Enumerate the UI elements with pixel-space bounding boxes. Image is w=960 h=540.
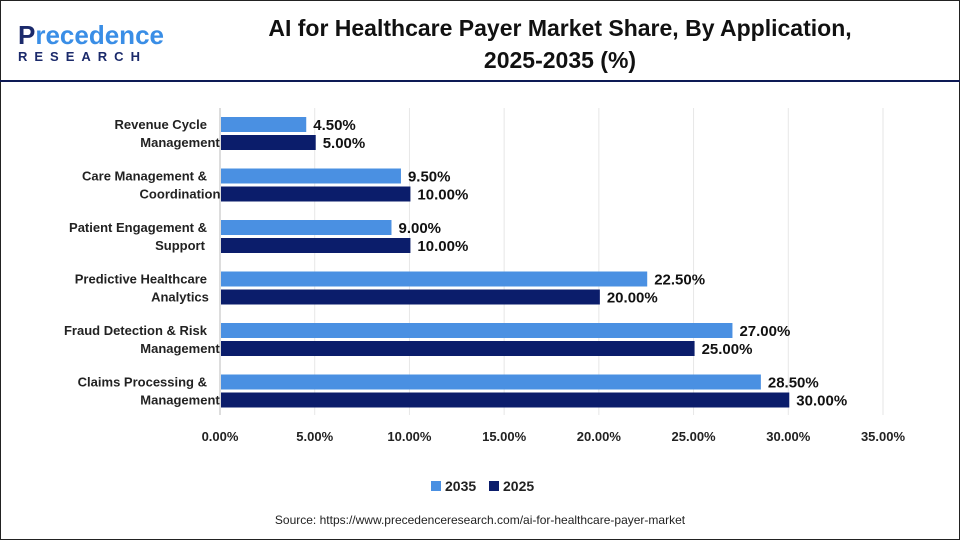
legend-label: 2035 bbox=[445, 478, 476, 494]
category-label: Management bbox=[140, 341, 220, 356]
data-label: 25.00% bbox=[702, 341, 753, 358]
category-label: Fraud Detection & Risk bbox=[64, 323, 208, 338]
category-label: Claims Processing & bbox=[78, 375, 207, 390]
title-line-2: 2025-2035 (%) bbox=[483, 47, 637, 73]
category-label: Patient Engagement & bbox=[69, 220, 207, 235]
x-tick-label: 25.00% bbox=[672, 429, 717, 444]
x-tick-label: 20.00% bbox=[577, 429, 622, 444]
bar-2025 bbox=[221, 289, 600, 305]
logo-sub-text: RESEARCH bbox=[18, 49, 147, 64]
bar-2025 bbox=[221, 186, 411, 202]
data-label: 28.50% bbox=[768, 375, 819, 392]
chart-title: AI for Healthcare Payer Market Share, By… bbox=[180, 12, 940, 76]
data-label: 22.50% bbox=[654, 272, 705, 289]
logo-main-text: Precedence bbox=[18, 20, 164, 50]
x-tick-label: 35.00% bbox=[861, 429, 906, 444]
category-label: Coordination bbox=[140, 187, 221, 202]
data-label: 4.50% bbox=[313, 117, 356, 134]
data-label: 20.00% bbox=[607, 290, 658, 307]
bar-2025 bbox=[221, 341, 695, 356]
legend-swatch-2035 bbox=[431, 481, 441, 491]
bar-2025 bbox=[221, 135, 316, 150]
x-tick-label: 10.00% bbox=[387, 429, 432, 444]
data-label: 9.00% bbox=[398, 220, 441, 237]
x-tick-label: 5.00% bbox=[296, 429, 333, 444]
data-label: 5.00% bbox=[323, 135, 366, 152]
bar-2035 bbox=[221, 117, 307, 132]
category-label: Support bbox=[155, 238, 205, 253]
x-tick-label: 0.00% bbox=[202, 429, 239, 444]
x-tick-label: 15.00% bbox=[482, 429, 527, 444]
data-label: 10.00% bbox=[417, 238, 468, 255]
title-line-1: AI for Healthcare Payer Market Share, By… bbox=[268, 15, 852, 41]
precedence-research-logo: Precedence RESEARCH bbox=[18, 20, 164, 64]
category-label: Predictive Healthcare bbox=[75, 272, 207, 287]
bar-2035 bbox=[221, 271, 648, 287]
data-label: 10.00% bbox=[417, 187, 468, 204]
bar-2035 bbox=[221, 374, 761, 390]
source-text: Source: https://www.precedenceresearch.c… bbox=[274, 513, 686, 527]
data-label: 9.50% bbox=[408, 169, 451, 186]
category-label: Management bbox=[140, 393, 220, 408]
legend-label: 2025 bbox=[503, 478, 534, 494]
x-tick-label: 30.00% bbox=[766, 429, 811, 444]
category-label: Management bbox=[140, 135, 220, 150]
legend-swatch-2025 bbox=[489, 481, 499, 491]
category-label: Analytics bbox=[151, 290, 209, 305]
category-label: Revenue Cycle bbox=[115, 117, 208, 132]
bar-2025 bbox=[221, 238, 411, 253]
bar-2035 bbox=[221, 168, 401, 184]
data-label: 27.00% bbox=[739, 323, 790, 340]
header-divider bbox=[0, 80, 960, 82]
data-label: 30.00% bbox=[796, 393, 847, 410]
bar-2025 bbox=[221, 392, 790, 408]
category-label: Care Management & bbox=[82, 169, 207, 184]
bar-2035 bbox=[221, 220, 392, 235]
bar-2035 bbox=[221, 323, 733, 338]
